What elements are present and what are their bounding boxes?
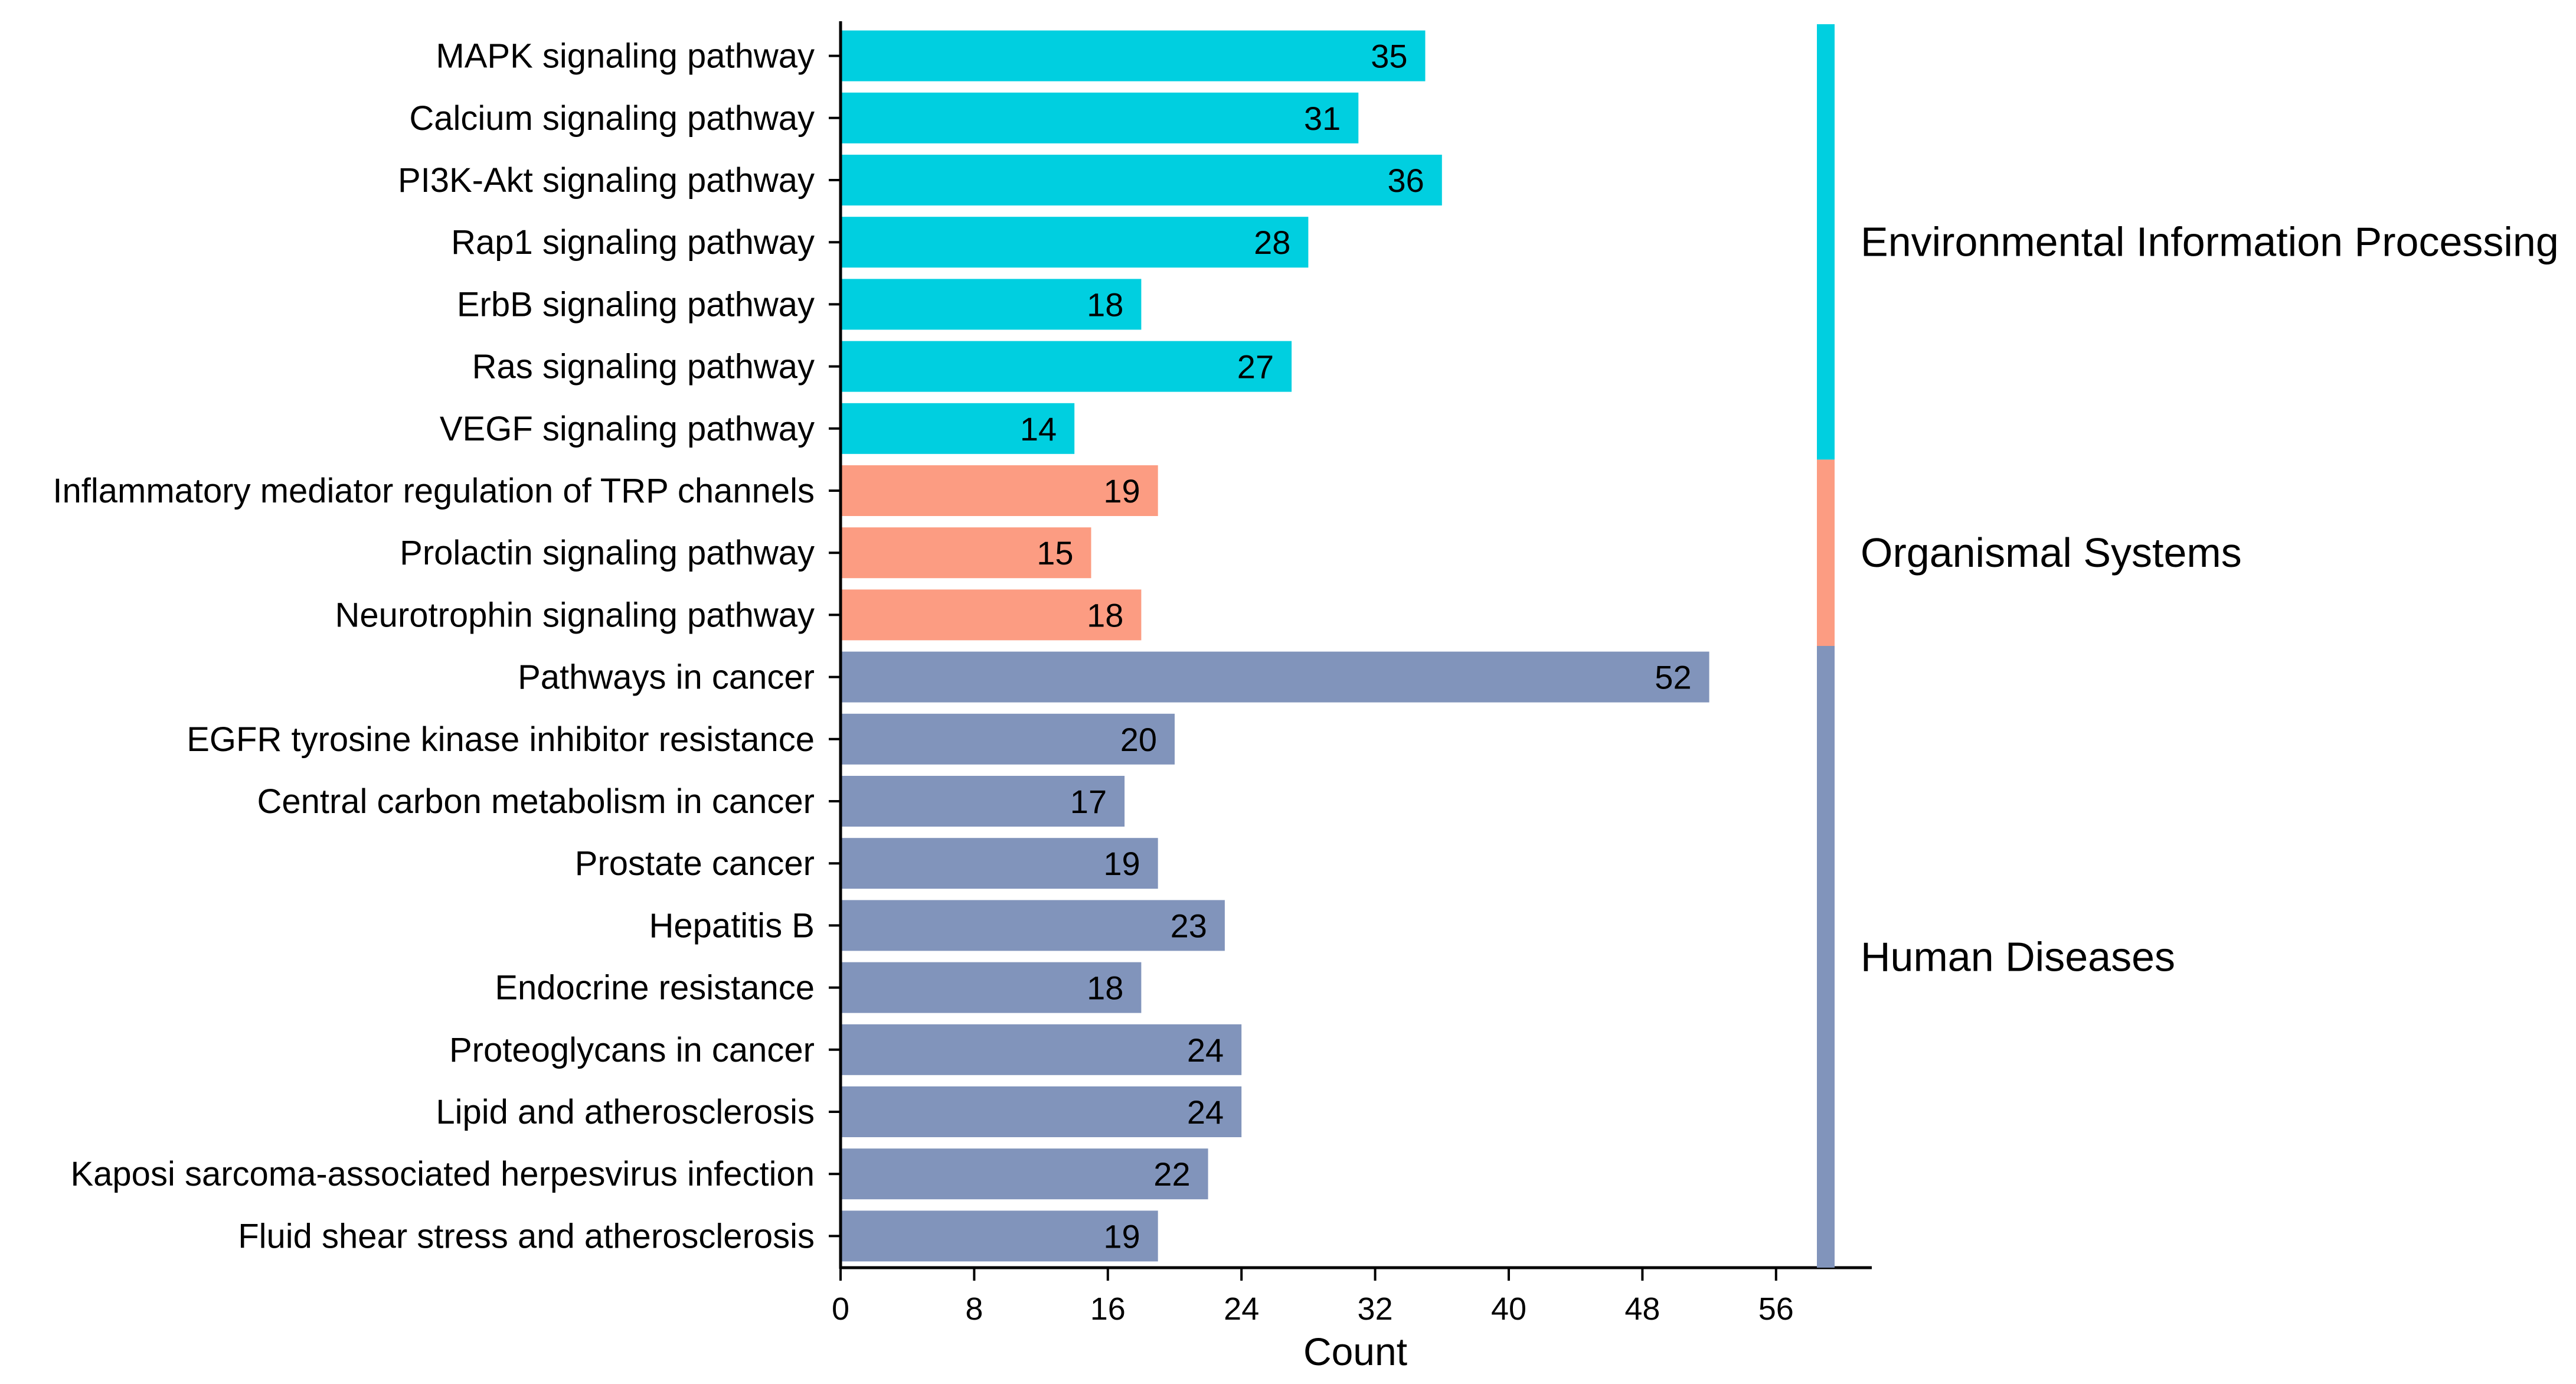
bar-value-label: 19 xyxy=(1103,845,1140,882)
category-label: Inflammatory mediator regulation of TRP … xyxy=(53,472,815,510)
bar xyxy=(841,1210,1158,1262)
category-label: VEGF signaling pathway xyxy=(440,410,815,448)
bar-value-label: 36 xyxy=(1388,162,1424,199)
group-labels: Environmental Information Processing Orga… xyxy=(1861,219,2559,980)
bar-value-labels: 35 31 36 28 18 27 14 19 15 18 52 20 17 19 23 18 24 24 22 19 xyxy=(1020,38,1692,1255)
bar-value-label: 14 xyxy=(1020,410,1057,448)
bar-value-label: 27 xyxy=(1237,348,1274,386)
bar-value-label: 17 xyxy=(1070,783,1107,820)
x-tick-label: 40 xyxy=(1491,1291,1526,1327)
bar-value-label: 22 xyxy=(1153,1155,1190,1193)
bar-value-label: 20 xyxy=(1120,721,1157,758)
bar-value-label: 15 xyxy=(1037,534,1073,572)
group-color-strip xyxy=(1817,24,1835,1268)
category-label: Rap1 signaling pathway xyxy=(451,223,815,262)
bar xyxy=(841,403,1075,454)
x-axis: 0 8 16 24 32 40 48 56 xyxy=(832,1266,1872,1327)
category-label: EGFR tyrosine kinase inhibitor resistanc… xyxy=(187,720,815,759)
category-label: Fluid shear stress and atherosclerosis xyxy=(238,1217,815,1255)
category-labels: MAPK signaling pathway Calcium signaling … xyxy=(53,37,815,1256)
x-tick-label: 56 xyxy=(1758,1291,1794,1327)
bar xyxy=(841,465,1158,516)
group-strip-segment xyxy=(1817,646,1835,1268)
bar-value-label: 18 xyxy=(1087,970,1123,1007)
x-tick-label: 48 xyxy=(1624,1291,1660,1327)
bar xyxy=(841,527,1091,579)
bar xyxy=(841,713,1175,765)
bar xyxy=(841,1148,1208,1200)
bar-value-label: 18 xyxy=(1087,286,1123,323)
category-label: Prostate cancer xyxy=(575,844,815,883)
bars-layer xyxy=(841,30,1709,1262)
bar xyxy=(841,962,1142,1013)
category-label: Lipid and atherosclerosis xyxy=(436,1093,815,1131)
bar xyxy=(841,341,1292,392)
bar xyxy=(841,155,1442,205)
bar xyxy=(841,651,1709,703)
group-strip-segment xyxy=(1817,24,1835,460)
bar xyxy=(841,279,1142,330)
x-axis-title: Count xyxy=(1303,1330,1407,1373)
bar xyxy=(841,1086,1242,1137)
category-label: Central carbon metabolism in cancer xyxy=(257,782,815,821)
category-label: Prolactin signaling pathway xyxy=(400,534,815,572)
bar-value-label: 23 xyxy=(1171,907,1207,944)
x-tick-label: 0 xyxy=(832,1291,849,1327)
x-tick-label: 16 xyxy=(1090,1291,1126,1327)
bar xyxy=(841,589,1142,641)
bar xyxy=(841,30,1426,81)
category-label: Kaposi sarcoma-associated herpesvirus in… xyxy=(70,1155,815,1193)
category-label: Proteoglycans in cancer xyxy=(449,1031,815,1069)
category-label: Endocrine resistance xyxy=(495,969,815,1007)
group-strip-segment xyxy=(1817,459,1835,646)
category-label: ErbB signaling pathway xyxy=(457,285,815,324)
group-label: Human Diseases xyxy=(1861,934,2175,980)
bar-value-label: 24 xyxy=(1187,1094,1224,1131)
bar xyxy=(841,900,1225,951)
bar-value-label: 18 xyxy=(1087,596,1123,634)
bar xyxy=(841,217,1309,268)
bar-value-label: 19 xyxy=(1103,1217,1140,1255)
bar xyxy=(841,1024,1242,1075)
y-axis xyxy=(829,21,842,1269)
category-label: Pathways in cancer xyxy=(518,658,815,697)
bar-value-label: 19 xyxy=(1103,472,1140,510)
bar xyxy=(841,776,1125,827)
group-label: Organismal Systems xyxy=(1861,530,2242,576)
category-label: Neurotrophin signaling pathway xyxy=(335,596,815,634)
category-label: PI3K-Akt signaling pathway xyxy=(398,161,815,200)
bar-value-label: 24 xyxy=(1187,1032,1224,1069)
x-tick-label: 32 xyxy=(1358,1291,1393,1327)
x-tick-label: 8 xyxy=(965,1291,983,1327)
bar-value-label: 31 xyxy=(1304,100,1341,137)
category-label: Ras signaling pathway xyxy=(472,348,815,386)
category-label: Hepatitis B xyxy=(649,906,815,945)
group-label: Environmental Information Processing xyxy=(1861,219,2559,265)
category-label: MAPK signaling pathway xyxy=(436,37,815,76)
bar-value-label: 28 xyxy=(1254,224,1290,261)
bar-value-label: 35 xyxy=(1371,38,1407,75)
bar-value-label: 52 xyxy=(1655,659,1691,696)
x-tick-label: 24 xyxy=(1224,1291,1259,1327)
bar xyxy=(841,92,1359,143)
category-label: Calcium signaling pathway xyxy=(409,99,815,138)
bar xyxy=(841,838,1158,889)
